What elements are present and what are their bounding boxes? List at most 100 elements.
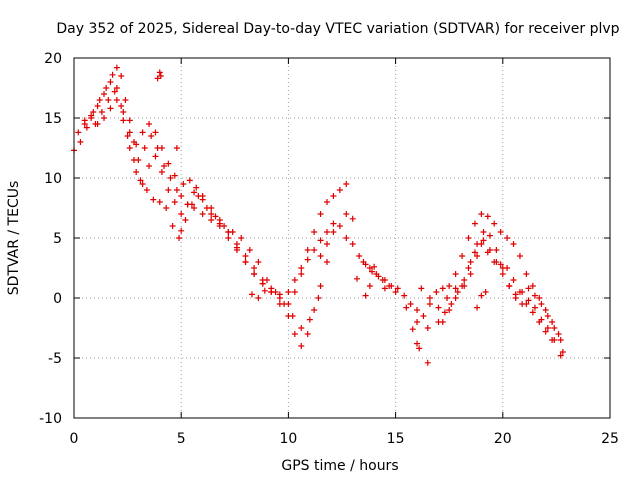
- data-point: [416, 345, 423, 352]
- data-point: [152, 153, 159, 160]
- data-point: [536, 295, 543, 301]
- data-point: [461, 277, 468, 283]
- data-point: [126, 117, 133, 124]
- data-point: [474, 304, 481, 311]
- data-point: [289, 313, 296, 319]
- data-point: [120, 109, 127, 115]
- data-point: [529, 309, 536, 316]
- data-point: [126, 145, 133, 151]
- data-point: [317, 283, 324, 289]
- data-point: [238, 235, 245, 241]
- data-point: [169, 223, 176, 229]
- data-point: [403, 304, 410, 311]
- data-point: [420, 313, 427, 319]
- data-point: [491, 220, 498, 227]
- data-point: [435, 304, 442, 311]
- data-point: [549, 319, 556, 325]
- data-point: [471, 249, 478, 256]
- data-point: [467, 271, 474, 277]
- data-point: [478, 292, 485, 299]
- data-point: [90, 109, 97, 115]
- data-point: [414, 319, 421, 325]
- data-point: [96, 97, 103, 103]
- series-scatter-outliers: [154, 69, 489, 366]
- data-point: [171, 172, 178, 179]
- data-point: [173, 187, 180, 193]
- data-point: [471, 220, 478, 227]
- data-point: [381, 285, 388, 292]
- data-point: [113, 85, 120, 91]
- data-point: [171, 199, 178, 205]
- y-tick-labels: -10 -5 0 5 10 15 20: [39, 51, 62, 427]
- x-tick-label: 25: [601, 431, 619, 447]
- data-point: [81, 117, 88, 124]
- data-point: [349, 215, 356, 222]
- data-point: [255, 295, 262, 301]
- data-point: [113, 64, 120, 71]
- data-point: [354, 275, 361, 282]
- data-point: [454, 289, 461, 295]
- y-tick-label: 15: [44, 111, 62, 127]
- x-axis-label: GPS time / hours: [281, 458, 398, 474]
- data-point: [105, 97, 112, 103]
- data-point: [330, 220, 337, 227]
- data-point: [111, 88, 118, 95]
- data-point: [433, 289, 440, 295]
- data-point: [311, 307, 318, 313]
- data-point: [107, 105, 114, 112]
- data-point: [549, 337, 556, 343]
- data-point: [441, 309, 448, 316]
- data-point: [386, 283, 393, 289]
- data-point: [141, 145, 148, 151]
- data-point: [212, 213, 219, 220]
- data-point: [306, 316, 313, 323]
- data-point: [418, 285, 425, 292]
- data-point: [180, 181, 187, 187]
- data-point: [233, 244, 240, 251]
- y-tick-label: 5: [53, 231, 62, 247]
- data-point: [276, 295, 283, 301]
- data-point: [118, 73, 125, 79]
- data-point: [499, 271, 506, 277]
- data-point: [161, 163, 168, 169]
- data-point: [317, 237, 324, 244]
- x-tick-label: 10: [279, 431, 297, 447]
- data-point: [291, 289, 298, 295]
- series-track-D: [92, 88, 322, 331]
- y-axis-label: SDTVAR / TECUs: [6, 181, 22, 296]
- data-point: [248, 291, 255, 298]
- data-point: [131, 157, 138, 163]
- data-point: [478, 211, 485, 217]
- data-point: [298, 265, 305, 271]
- data-point: [163, 205, 170, 211]
- data-point: [401, 292, 408, 299]
- data-point: [482, 289, 489, 295]
- data-point: [516, 289, 523, 295]
- data-point: [139, 181, 146, 187]
- data-point: [154, 75, 161, 82]
- data-point: [178, 227, 185, 234]
- series-track-H: [439, 241, 556, 343]
- data-point: [88, 115, 95, 121]
- series-track-C: [81, 97, 330, 349]
- data-point: [426, 295, 433, 301]
- data-point: [272, 289, 279, 295]
- data-point: [146, 163, 153, 169]
- data-point: [510, 241, 517, 247]
- data-point: [465, 265, 472, 271]
- data-point: [146, 121, 153, 127]
- data-point: [77, 139, 84, 145]
- data-point: [424, 359, 431, 366]
- data-point: [178, 193, 185, 199]
- data-point: [191, 205, 198, 211]
- data-point: [523, 271, 530, 277]
- data-point: [343, 181, 350, 187]
- data-point: [531, 292, 538, 299]
- data-point: [143, 187, 150, 193]
- data-point: [529, 283, 536, 289]
- x-tick-label: 20: [494, 431, 512, 447]
- data-point: [343, 235, 350, 241]
- data-point: [255, 259, 262, 265]
- data-point: [156, 69, 163, 76]
